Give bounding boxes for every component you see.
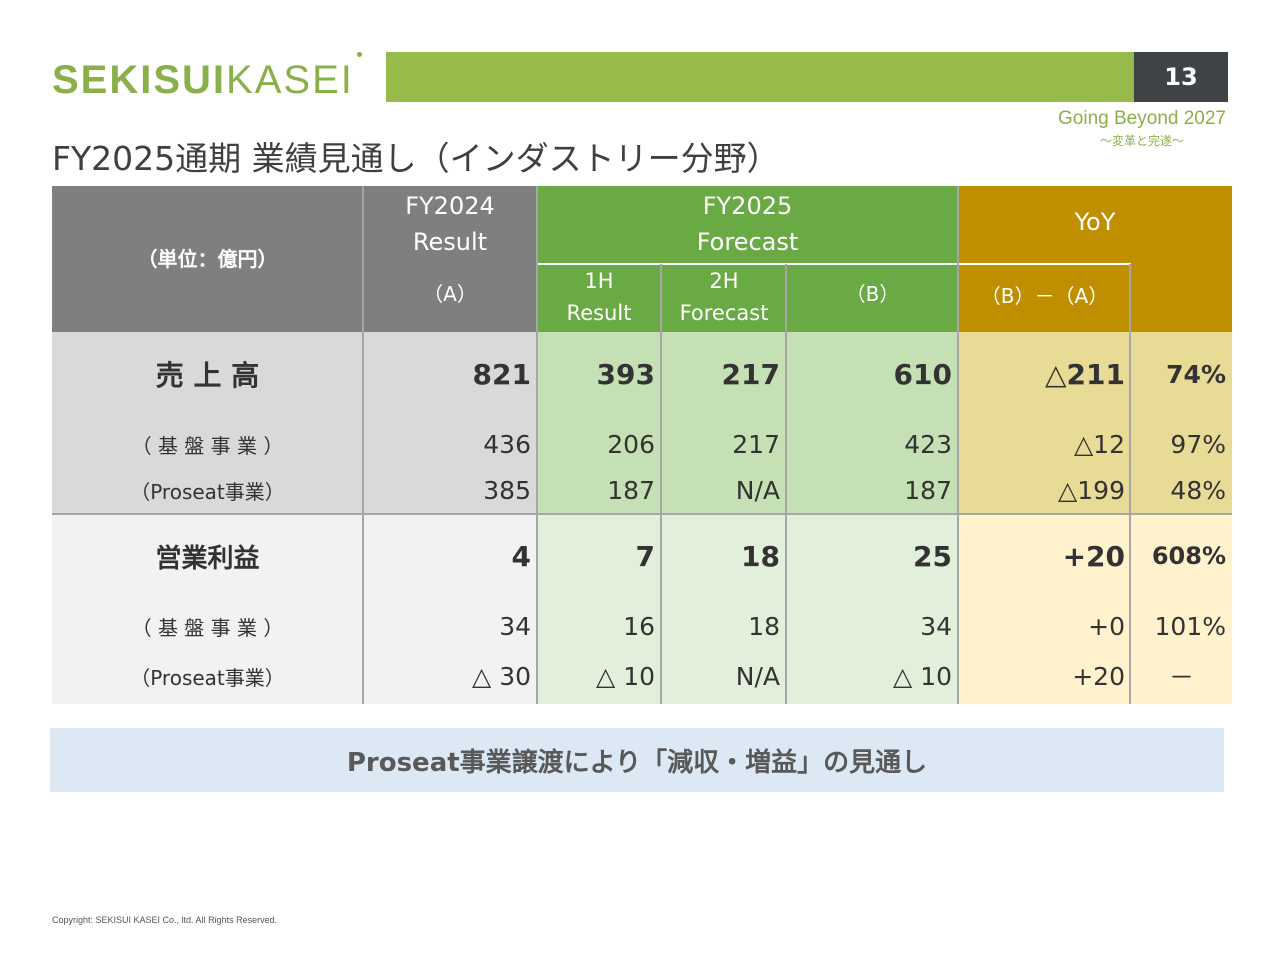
- header-bar: [386, 52, 1134, 102]
- unit-label: （単位：億円）: [137, 247, 278, 271]
- row-sales-base-label: （ 基 盤 事 業 ）: [131, 433, 284, 458]
- slogan-line1: Going Beyond 2027: [1058, 108, 1226, 129]
- row-profit-proseat-diff: +20: [1072, 661, 1125, 691]
- profit-green-bg: [537, 514, 958, 704]
- row-profit-proseat-fy2024: △ 30: [472, 661, 531, 691]
- row-profit-base-fy2025: 34: [920, 611, 952, 641]
- row-sales-base-pct: 97%: [1170, 429, 1226, 459]
- sales-green-bg: [537, 332, 958, 514]
- row-sales-fy2024: 821: [472, 357, 531, 391]
- page-title: FY2025通期 業績見通し（インダストリー分野）: [52, 139, 780, 178]
- row-sales-proseat-fy2024: 385: [483, 475, 531, 505]
- h2-label: 2H: [709, 269, 739, 293]
- row-sales-base-fy2025: 423: [904, 429, 952, 459]
- row-profit-base-fy2024: 34: [499, 611, 531, 641]
- row-sales-base-h2: 217: [732, 429, 780, 459]
- col-line-2: [536, 186, 538, 704]
- header-divider-green: [537, 263, 958, 265]
- logo-part2: KASEI: [226, 58, 354, 102]
- col-line-3: [660, 264, 662, 704]
- summary-note: Proseat事業譲渡により「減収・増益」の見通し: [50, 728, 1224, 792]
- profit-yoy-bg: [958, 514, 1232, 704]
- profit-left-bg: [52, 514, 537, 704]
- col-line-5: [957, 186, 959, 704]
- fy2025-year: FY2025: [702, 192, 793, 220]
- sales-left-bg: [52, 332, 537, 514]
- row-profit-diff: +20: [1062, 539, 1125, 573]
- fy2024-year: FY2024: [405, 192, 495, 220]
- header-label-bg: [52, 186, 363, 332]
- fy2024-a: （A）: [423, 282, 477, 306]
- row-profit-proseat-label: （Proseat事業）: [130, 665, 285, 690]
- row-sales-pct: 74%: [1166, 359, 1226, 389]
- row-sales-h2: 217: [721, 357, 780, 391]
- row-sales-base-fy2024: 436: [483, 429, 531, 459]
- row-profit-base-pct: 101%: [1154, 611, 1226, 641]
- row-profit-proseat-h1: △ 10: [596, 661, 655, 691]
- copyright: Copyright: SEKISUI KASEI Co., ltd. All R…: [52, 915, 278, 925]
- row-sales-proseat-fy2025: 187: [904, 475, 952, 505]
- row-sales-h1: 393: [596, 357, 655, 391]
- row-profit-label: 営業利益: [155, 543, 260, 574]
- row-profit-base-h2: 18: [748, 611, 780, 641]
- header-fy2025-bg: [537, 186, 958, 332]
- row-sales-proseat-h2: N/A: [735, 475, 780, 505]
- h1-result: Result: [566, 301, 632, 325]
- yoy-diff-label: （B）－（A）: [980, 284, 1109, 308]
- col-line-4: [785, 264, 787, 704]
- section-divider: [52, 513, 1232, 515]
- fy2025-forecast: Forecast: [696, 228, 799, 256]
- col-line-6: [1129, 264, 1131, 704]
- row-sales-proseat-diff: △199: [1058, 475, 1125, 505]
- row-profit-pct: 608%: [1151, 542, 1226, 570]
- forecast-table: （単位：億円） FY2024 Result （A） FY2025 Forecas…: [52, 186, 1232, 704]
- row-sales-label: 売 上 高: [155, 359, 260, 392]
- row-sales-proseat-label: （Proseat事業）: [130, 479, 285, 504]
- row-sales-proseat-pct: 48%: [1170, 475, 1226, 505]
- slogan-line2: ～変革と完遂～: [1100, 134, 1185, 148]
- header-fy2024-bg: [363, 186, 537, 332]
- row-sales-diff: △211: [1045, 357, 1125, 391]
- row-profit-h1: 7: [635, 539, 655, 573]
- row-profit-proseat-fy2025: △ 10: [893, 661, 952, 691]
- row-sales-base-diff: △12: [1073, 429, 1125, 459]
- row-profit-fy2025: 25: [913, 539, 952, 573]
- col-line-1: [362, 186, 364, 704]
- logo-part1: SEKISUI: [52, 58, 227, 102]
- row-profit-base-diff: +0: [1088, 611, 1125, 641]
- row-sales-base-h1: 206: [607, 429, 655, 459]
- row-profit-h2: 18: [741, 539, 780, 573]
- h2-forecast: Forecast: [679, 301, 769, 325]
- header-divider-yoy: [958, 263, 1131, 265]
- row-profit-base-label: （ 基 盤 事 業 ）: [131, 615, 284, 640]
- row-profit-base-h1: 16: [623, 611, 655, 641]
- h1-label: 1H: [584, 269, 614, 293]
- slogan: Going Beyond 2027 ～変革と完遂～: [1058, 108, 1226, 149]
- logo-dot: [356, 52, 362, 57]
- row-profit-proseat-h2: N/A: [735, 661, 780, 691]
- yoy-label: YoY: [1074, 208, 1116, 236]
- company-logo: SEKISUIKASEI: [52, 52, 362, 102]
- page-number: 13: [1134, 52, 1228, 102]
- sales-yoy-bg: [958, 332, 1232, 514]
- fy2025-b: （B）: [845, 282, 900, 306]
- row-sales-fy2025: 610: [893, 357, 952, 391]
- header-yoy-bg: [958, 186, 1232, 332]
- row-sales-proseat-h1: 187: [607, 475, 655, 505]
- row-profit-proseat-pct: －: [1168, 663, 1194, 692]
- fy2024-result: Result: [412, 228, 488, 256]
- row-profit-fy2024: 4: [511, 539, 531, 573]
